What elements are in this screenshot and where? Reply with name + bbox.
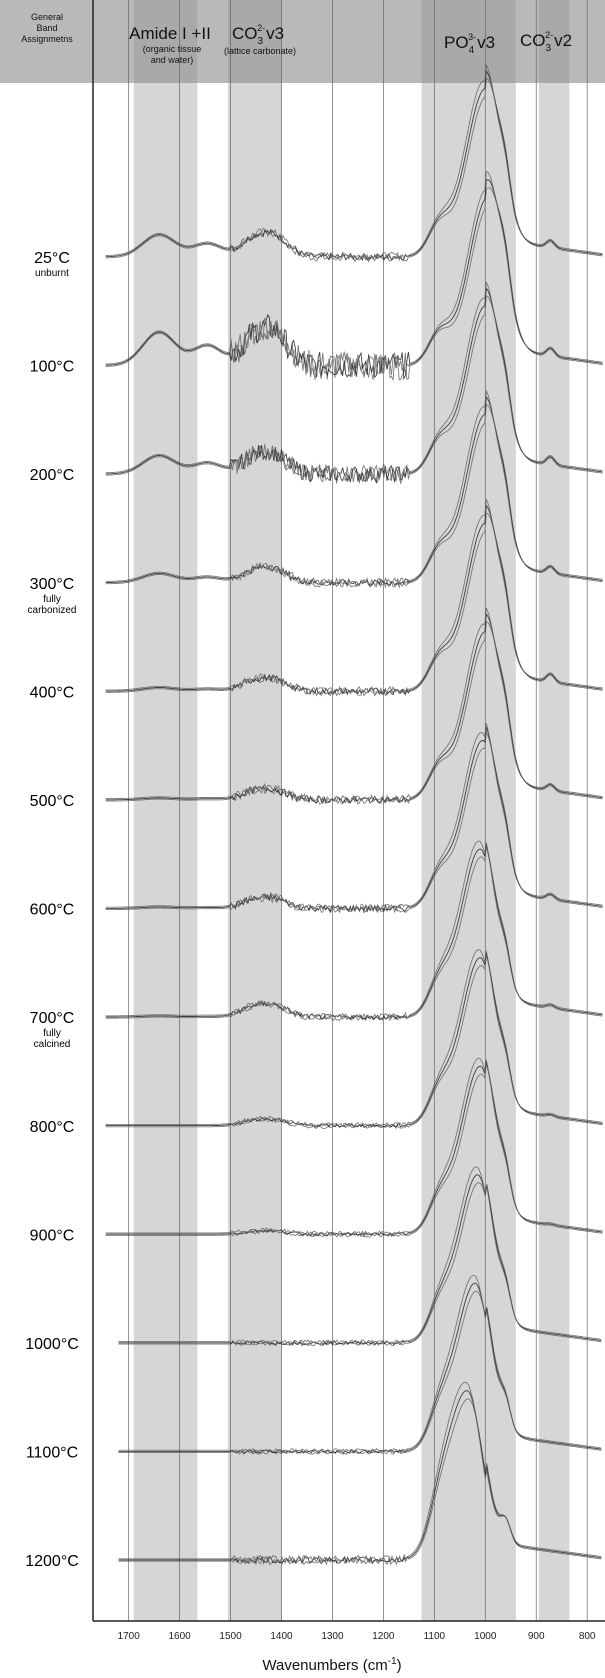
co3-v3-note: (lattice carbonate) (224, 46, 296, 56)
x-axis-label: Wavenumbers (cm-1) (262, 1656, 401, 1674)
spectrum-1-trace-2 (105, 170, 603, 378)
temperature-note-7-0: fully (43, 1028, 61, 1039)
temperature-label-7: 700°C (30, 1010, 75, 1027)
temperature-label-5: 500°C (30, 793, 75, 810)
tick-1200: 1200 (372, 1631, 395, 1642)
assignments-label-2: Band (36, 23, 57, 33)
spectrum-7-trace-2 (105, 840, 603, 1020)
tick-1700: 1700 (118, 1631, 141, 1642)
tick-800: 800 (579, 1631, 596, 1642)
vertical-gridlines (128, 0, 588, 1621)
band-header-1 (228, 0, 282, 83)
assignments-label-1: General (31, 12, 63, 22)
tick-1100: 1100 (424, 1631, 446, 1642)
band-2 (421, 0, 516, 1621)
temperature-label-12: 1200°C (25, 1553, 79, 1570)
tick-1300: 1300 (321, 1631, 344, 1642)
spectrum-5-trace-2 (105, 607, 603, 803)
band-header-3 (538, 0, 570, 83)
amide-note-2: and water) (151, 55, 194, 65)
temperature-label-4: 400°C (30, 684, 75, 701)
amide-band-label: Amide I +II (129, 24, 211, 43)
band-highlights (133, 0, 570, 1621)
spectrum-10-trace-2 (118, 1166, 602, 1345)
spectrum-12-trace-1 (118, 1390, 602, 1565)
temperature-note-7-1: calcined (34, 1039, 71, 1050)
spectrum-10-trace-1 (118, 1174, 602, 1346)
temperature-label-9: 900°C (30, 1227, 75, 1244)
spectra-series (105, 64, 603, 1566)
band-3 (538, 0, 570, 1621)
temperature-label-10: 1000°C (25, 1336, 79, 1353)
temperature-label-11: 1100°C (26, 1445, 78, 1462)
spectrum-0-trace-2 (105, 64, 603, 261)
temperature-note-0: unburnt (35, 268, 69, 279)
temperature-label-3: 300°C (30, 576, 75, 593)
band-header-2 (421, 0, 516, 83)
band-header-0 (133, 0, 198, 83)
temperature-note-3-1: carbonized (28, 605, 77, 616)
spectrum-6-trace-2 (105, 722, 603, 912)
spectrum-3-trace-2 (105, 390, 603, 587)
spectrum-4-trace-2 (105, 499, 603, 695)
spectrum-11-trace-1 (118, 1282, 602, 1454)
spectrum-11-trace-2 (118, 1274, 602, 1453)
amide-note-1: (organic tissue (143, 44, 202, 54)
spectrum-12-trace-2 (118, 1381, 602, 1564)
temperature-labels: 25°Cunburnt100°C200°C300°Cfullycarbonize… (25, 250, 79, 1570)
tick-1400: 1400 (270, 1631, 293, 1642)
tick-900: 900 (528, 1631, 545, 1642)
assignments-label-3: Assignmetns (21, 34, 73, 44)
tick-1500: 1500 (219, 1631, 242, 1642)
tick-1600: 1600 (168, 1631, 191, 1642)
temperature-label-2: 200°C (30, 467, 75, 484)
spectrum-9-trace-2 (105, 1057, 603, 1236)
spectrum-2-trace-2 (105, 281, 603, 482)
temperature-label-8: 800°C (30, 1119, 75, 1136)
tick-1000: 1000 (474, 1631, 497, 1642)
band-1 (228, 0, 282, 1621)
temperature-label-6: 600°C (30, 902, 75, 919)
band-0 (133, 0, 198, 1621)
temperature-label-1: 100°C (30, 359, 75, 376)
spectrum-8-trace-2 (105, 949, 603, 1127)
temperature-note-3-0: fully (43, 594, 61, 605)
x-tick-labels: 1700 1600 1500 1400 1300 1200 1100 1000 900 800 (118, 1631, 596, 1642)
temperature-label-0: 25°C (34, 250, 70, 267)
